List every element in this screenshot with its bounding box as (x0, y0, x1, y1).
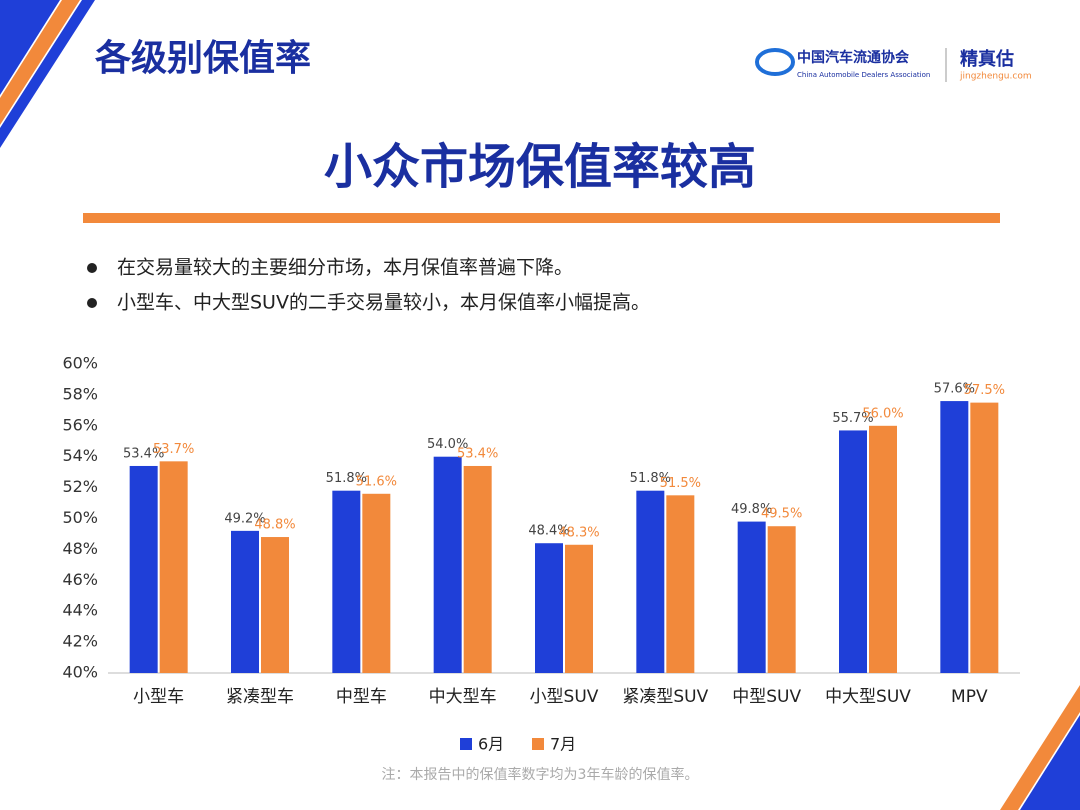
legend-label: 6月 (478, 735, 504, 754)
headline-bar (83, 213, 1000, 223)
bar (666, 495, 695, 673)
x-tick-label: 中型车 (336, 687, 387, 707)
bullet-dot (87, 263, 97, 273)
corner-stripe (0, 0, 95, 148)
y-tick-label: 44% (62, 601, 98, 620)
data-label: 51.6% (356, 474, 397, 489)
corner-stripe (1020, 715, 1080, 810)
data-label: 56.0% (862, 406, 903, 421)
legend-label: 7月 (550, 735, 576, 754)
x-tick-label: 小型车 (133, 687, 184, 707)
bar (767, 526, 796, 673)
data-label: 49.8% (731, 502, 772, 517)
corner-stripe (1000, 685, 1080, 810)
data-label: 49.2% (224, 511, 265, 526)
corner-stripe (0, 0, 80, 125)
x-tick-label: 紧凑型车 (226, 687, 294, 707)
bar (463, 465, 492, 673)
data-label: 48.4% (528, 524, 569, 539)
data-label: 54.0% (427, 437, 468, 452)
data-label: 48.8% (254, 518, 295, 533)
bar (737, 521, 766, 673)
slide-title: 各级别保值率 (95, 38, 311, 79)
bullet: 在交易量较大的主要细分市场，本月保值率普遍下降。 (117, 257, 573, 279)
bar (261, 537, 289, 673)
data-label: 57.5% (964, 383, 1005, 398)
logo-cn: 中国汽车流通协会 (797, 49, 910, 66)
x-tick-label: 紧凑型SUV (622, 687, 708, 707)
data-label: 53.7% (153, 442, 194, 457)
data-label: 48.3% (558, 525, 599, 540)
y-tick-label: 58% (62, 384, 98, 403)
y-tick-label: 50% (62, 508, 98, 527)
data-label: 53.4% (457, 446, 498, 461)
brand: 精真估 (960, 48, 1014, 70)
data-label: 57.6% (934, 382, 975, 397)
bar (129, 465, 158, 673)
data-label: 51.8% (630, 471, 671, 486)
x-tick-label: 中大型车 (429, 687, 497, 707)
x-tick-label: 中大型SUV (825, 687, 911, 707)
y-tick-label: 52% (62, 477, 98, 496)
y-tick-label: 46% (62, 570, 98, 589)
data-label: 51.8% (326, 471, 367, 486)
legend-swatch (460, 738, 472, 750)
data-label: 55.7% (832, 411, 873, 426)
bar (362, 493, 391, 673)
bar (940, 401, 969, 673)
x-tick-label: 小型SUV (530, 687, 599, 707)
legend-swatch (532, 738, 544, 750)
bullet: 小型车、中大型SUV的二手交易量较小，本月保值率小幅提高。 (117, 292, 650, 314)
bar (636, 490, 665, 673)
y-tick-label: 40% (62, 663, 98, 682)
data-label: 51.5% (660, 476, 701, 491)
bar (839, 430, 867, 673)
bar (565, 544, 593, 673)
bar (535, 543, 563, 673)
bullet-dot (87, 298, 97, 308)
note: 注：本报告中的保值率数字均为3年车龄的保值率。 (382, 766, 699, 783)
logo-icon (755, 48, 795, 76)
chart: 40% 42% 44% 46% 48% 50% 52% 54% 56% 58% 60% 小型车 53.4… (62, 354, 1020, 754)
y-tick-label: 56% (62, 415, 98, 434)
corner-stripe (0, 0, 60, 95)
data-label: 49.5% (761, 507, 802, 522)
logo-en: China Automobile Dealers Association (797, 71, 930, 79)
x-tick-label: 中型SUV (732, 687, 801, 707)
headline: 小众市场保值率较高 (324, 139, 756, 195)
brand-url: jingzhengu.com (959, 72, 1032, 82)
bar (159, 461, 188, 673)
bar (231, 530, 259, 673)
y-tick-label: 42% (62, 632, 98, 651)
y-tick-label: 48% (62, 539, 98, 558)
bar (970, 402, 999, 673)
x-tick-label: MPV (951, 687, 988, 707)
bar (433, 456, 462, 673)
y-tick-label: 54% (62, 446, 98, 465)
y-tick-label: 60% (62, 354, 98, 373)
bar (869, 425, 897, 673)
data-label: 53.4% (123, 446, 164, 461)
bar (332, 490, 361, 673)
